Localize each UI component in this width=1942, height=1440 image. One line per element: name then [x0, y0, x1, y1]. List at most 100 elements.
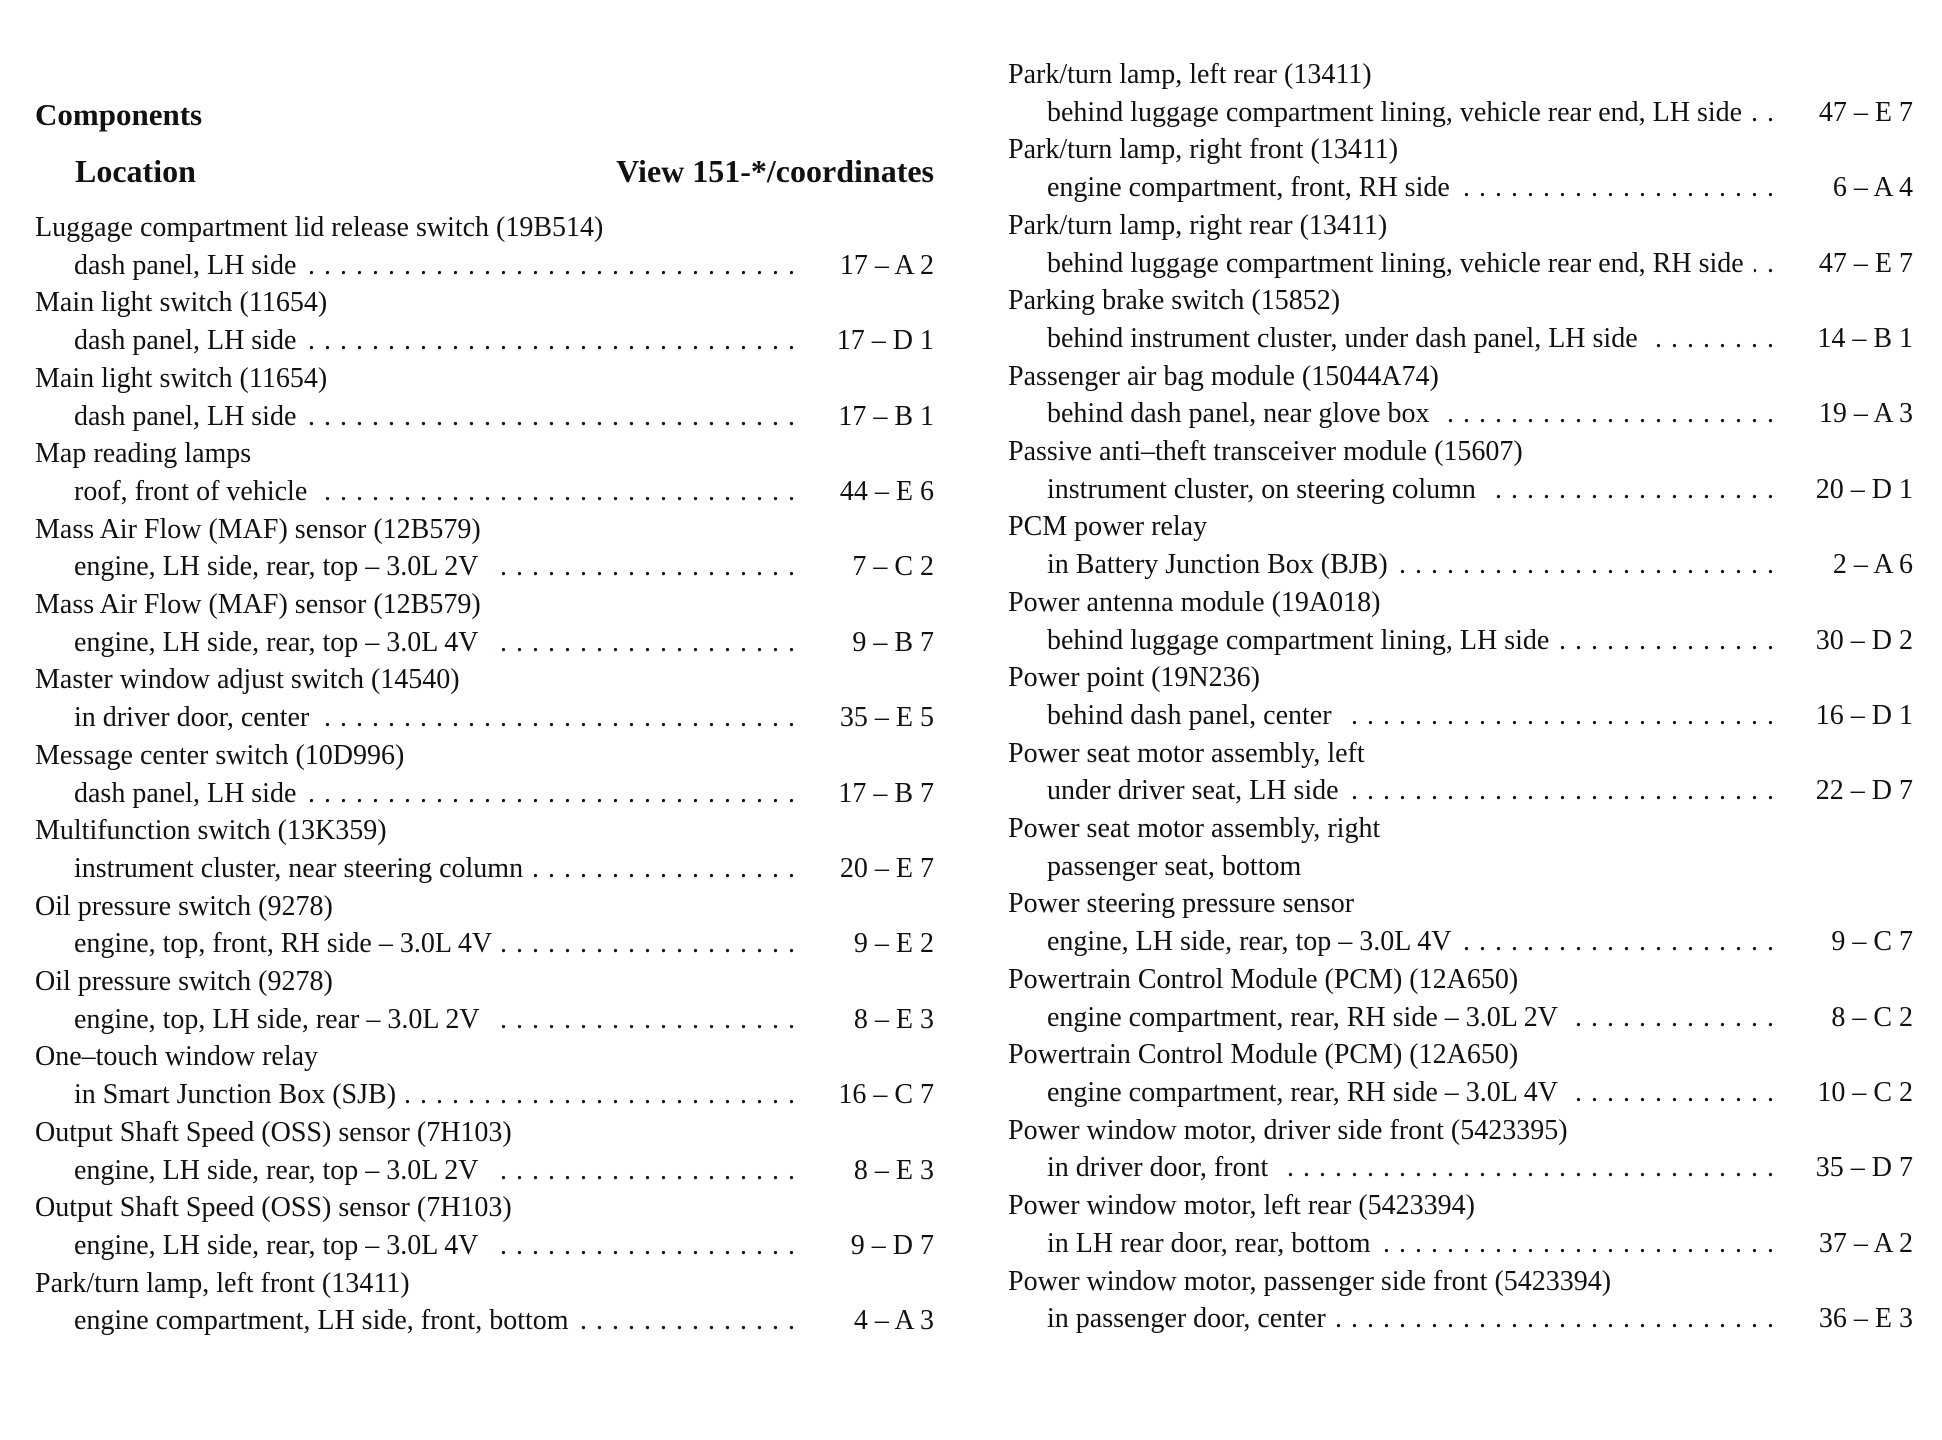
- component-name: Luggage compartment lid release switch (…: [35, 212, 604, 243]
- component-name: Park/turn lamp, left front (13411): [35, 1267, 410, 1299]
- view-coordinate: 8 – E 3: [853, 1154, 934, 1186]
- view-coordinate: 8 – E 3: [853, 1003, 934, 1035]
- view-coordinate: 16 – D 1: [1815, 699, 1913, 731]
- component-entry: Power seat motor assembly, right passenge…: [1008, 810, 1913, 885]
- component-entry: Powertrain Control Module (PCM) (12A650)…: [1008, 961, 1913, 1036]
- component-name: Park/turn lamp, right front (13411): [1008, 134, 1399, 166]
- view-coordinate: 35 – D 7: [1815, 1152, 1913, 1184]
- component-name: Power seat motor assembly, right: [1008, 813, 1381, 845]
- component-entry: Power seat motor assembly, leftunder dri…: [1008, 735, 1913, 810]
- component-entry: Park/turn lamp, right rear (13411) behind…: [1008, 207, 1913, 282]
- left-component-list: Luggage compartment lid release switch (…: [35, 209, 934, 1340]
- component-location-row: engine compartment, front, RH side 6 – A …: [1008, 169, 1913, 207]
- component-location: behind dash panel, center: [1047, 699, 1342, 731]
- component-entry: Park/turn lamp, left front (13411) engine…: [35, 1265, 934, 1340]
- component-name: Main light switch (11654): [35, 362, 328, 394]
- component-entry: Output Shaft Speed (OSS) sensor (7H103)e…: [35, 1114, 934, 1189]
- component-entry: Main light switch (11654)dash panel, LH …: [35, 360, 934, 435]
- component-location-row: in driver door, center 35 – E 5: [35, 699, 934, 737]
- component-location-row: in Smart Junction Box (SJB) 16 – C 7: [35, 1076, 934, 1114]
- section-title: Components: [35, 97, 203, 132]
- component-entry: Power antenna module (19A018) behind lugg…: [1008, 584, 1913, 659]
- component-location-row: instrument cluster, on steering column 20…: [1008, 471, 1913, 509]
- component-name: Output Shaft Speed (OSS) sensor (7H103): [35, 1116, 512, 1148]
- component-location-row: passenger seat, bottom: [1008, 848, 1913, 886]
- component-location: engine, LH side, rear, top – 3.0L 4V: [74, 1229, 489, 1261]
- component-location-row: engine, LH side, rear, top – 3.0L 4V 9 – …: [1008, 923, 1913, 961]
- component-location: dash panel, LH side: [74, 249, 307, 281]
- component-location: engine, LH side, rear, top – 3.0L 4V: [74, 626, 489, 658]
- component-location: dash panel, LH side: [74, 325, 307, 357]
- component-location: under driver seat, LH side: [1047, 775, 1349, 807]
- component-location: instrument cluster, near steering column: [74, 852, 534, 884]
- component-name: Passive anti–theft transceiver module (1…: [1008, 436, 1523, 468]
- component-entry: Multifunction switch (13K359)instrument …: [35, 812, 934, 887]
- component-location-row: engine, top, LH side, rear – 3.0L 2V 8 – …: [35, 1001, 934, 1039]
- component-location: in Battery Junction Box (BJB): [1047, 549, 1398, 581]
- component-location-row: behind dash panel, near glove box 19 – A …: [1008, 395, 1913, 433]
- component-entry: Powertrain Control Module (PCM) (12A650)…: [1008, 1036, 1913, 1111]
- component-location-row: in driver door, front 35 – D 7: [1008, 1149, 1913, 1187]
- component-entry: Mass Air Flow (MAF) sensor (12B579) engin…: [35, 586, 934, 661]
- view-coordinate: 35 – E 5: [839, 702, 934, 734]
- component-entry: Main light switch (11654)dash panel, LH …: [35, 284, 934, 359]
- component-location-row: in Battery Junction Box (BJB) 2 – A 6: [1008, 546, 1913, 584]
- component-name: Park/turn lamp, left rear (13411): [1008, 59, 1372, 90]
- view-coordinates-column-header: View 151-*/coordinates: [616, 153, 934, 189]
- component-location-row: behind luggage compartment lining, vehic…: [1008, 245, 1913, 283]
- component-name: Power seat motor assembly, left: [1008, 737, 1365, 769]
- component-location-row: under driver seat, LH side 22 – D 7: [1008, 772, 1913, 810]
- view-coordinate: 44 – E 6: [839, 475, 934, 507]
- component-name: Power window motor, driver side front (5…: [1008, 1114, 1568, 1146]
- component-entry: Map reading lamps roof, front of vehicle 4…: [35, 435, 934, 510]
- component-location: engine, LH side, rear, top – 3.0L 4V: [1047, 926, 1462, 958]
- component-location: behind dash panel, near glove box: [1047, 398, 1440, 430]
- view-coordinate: 9 – E 2: [853, 928, 934, 960]
- view-coordinate: 30 – D 2: [1815, 624, 1913, 656]
- component-entry: Power window motor, driver side front (5…: [1008, 1112, 1913, 1187]
- component-location: engine compartment, front, RH side: [1047, 172, 1460, 204]
- view-coordinate: 17 – B 1: [838, 400, 934, 432]
- component-name: Mass Air Flow (MAF) sensor (12B579): [35, 589, 481, 621]
- component-name: One–touch window relay: [35, 1041, 319, 1073]
- component-entry: Output Shaft Speed (OSS) sensor (7H103)e…: [35, 1189, 934, 1264]
- view-coordinate: 10 – C 2: [1817, 1076, 1913, 1108]
- view-coordinate: 37 – A 2: [1818, 1227, 1913, 1259]
- view-coordinate: 9 – B 7: [852, 626, 934, 658]
- component-entry: Power window motor, passenger side front…: [1008, 1263, 1913, 1338]
- component-location-row: engine, LH side, rear, top – 3.0L 2V 7 – …: [35, 548, 934, 586]
- component-location: behind luggage compartment lining, LH si…: [1047, 624, 1560, 656]
- component-name: Multifunction switch (13K359): [35, 815, 387, 847]
- component-location-row: behind luggage compartment lining, LH si…: [1008, 622, 1913, 660]
- component-location: behind luggage compartment lining, vehic…: [1047, 96, 1753, 128]
- component-name: Output Shaft Speed (OSS) sensor (7H103): [35, 1192, 512, 1224]
- view-coordinate: 47 – E 7: [1818, 96, 1913, 128]
- component-location: instrument cluster, on steering column: [1047, 473, 1486, 505]
- view-coordinate: 36 – E 3: [1818, 1303, 1913, 1335]
- component-entry: Parking brake switch (15852) behind instr…: [1008, 282, 1913, 357]
- view-coordinate: 19 – A 3: [1818, 398, 1913, 430]
- view-coordinate: 2 – A 6: [1832, 549, 1913, 581]
- component-location: in passenger door, center: [1047, 1303, 1336, 1335]
- component-name: PCM power relay: [1008, 511, 1208, 543]
- component-entry: Power window motor, left rear (5423394)i…: [1008, 1187, 1913, 1262]
- right-component-list: Park/turn lamp, left rear (13411) behind …: [1008, 56, 1913, 1338]
- component-location-row: engine, LH side, rear, top – 3.0L 4V 9 – …: [35, 1227, 934, 1265]
- view-coordinate: 20 – E 7: [839, 852, 934, 884]
- component-location: behind instrument cluster, under dash pa…: [1047, 322, 1648, 354]
- component-entry: Park/turn lamp, right front (13411)engin…: [1008, 131, 1913, 206]
- component-name: Power antenna module (19A018): [1008, 586, 1381, 618]
- component-location-row: instrument cluster, near steering column…: [35, 850, 934, 888]
- view-coordinate: 17 – A 2: [839, 249, 934, 281]
- component-location-row: dash panel, LH side 17 – A 2: [35, 247, 934, 285]
- component-entry: Power point (19N236)behind dash panel, c…: [1008, 659, 1913, 734]
- component-location-row: behind dash panel, center 16 – D 1: [1008, 697, 1913, 735]
- component-entry: Oil pressure switch (9278)engine, top, L…: [35, 963, 934, 1038]
- component-entry: Park/turn lamp, left rear (13411) behind …: [1008, 56, 1913, 131]
- component-location: engine, top, front, RH side – 3.0L 4V: [74, 928, 503, 960]
- component-location: in LH rear door, rear, bottom: [1047, 1227, 1381, 1259]
- component-location-row: in LH rear door, rear, bottom 37 – A 2: [1008, 1225, 1913, 1263]
- component-entry: PCM power relayin Battery Junction Box (…: [1008, 508, 1913, 583]
- view-coordinate: 14 – B 1: [1817, 322, 1913, 354]
- component-entry: Passive anti–theft transceiver module (1…: [1008, 433, 1913, 508]
